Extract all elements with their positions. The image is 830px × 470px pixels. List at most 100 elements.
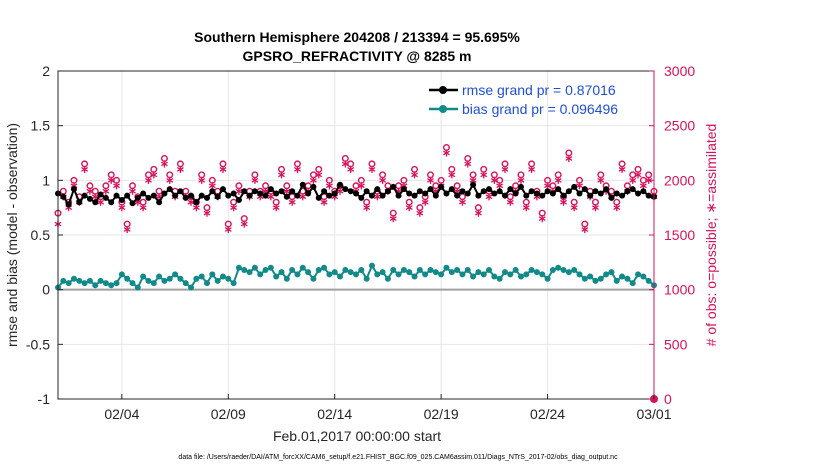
bias-series-point <box>299 264 306 271</box>
asterisk-stroke <box>192 205 200 211</box>
obs-assimilated-marker <box>565 154 573 163</box>
bias-series-point <box>486 266 493 273</box>
asterisk-stroke <box>283 188 291 194</box>
asterisk-stroke <box>554 177 562 183</box>
asterisk-stroke <box>134 199 142 205</box>
asterisk-stroke <box>155 194 163 200</box>
obs-assimilated-marker <box>448 171 456 179</box>
y-left-tick-label: 0.5 <box>31 227 51 243</box>
rmse-series-point <box>209 188 216 195</box>
asterisk-stroke <box>490 177 498 183</box>
bias-series-point <box>278 269 285 276</box>
asterisk-stroke <box>230 205 238 211</box>
rmse-series-point <box>241 188 248 195</box>
bias-series-point <box>182 280 189 287</box>
rmse-series-point <box>581 186 588 193</box>
asterisk-stroke <box>565 156 573 161</box>
obs-assimilated-marker <box>187 198 195 206</box>
rmse-series-point <box>172 192 179 199</box>
rmse-series-point <box>321 188 328 195</box>
obs-assimilated-marker <box>325 182 333 190</box>
obs-assimilated-marker <box>581 225 589 234</box>
bias-series-point <box>555 264 562 271</box>
bias-series-point <box>406 269 413 276</box>
legend-bias-label: bias grand pr = 0.096496 <box>462 101 618 117</box>
rmse-series-point <box>384 188 391 195</box>
rmse-series-point <box>416 188 423 195</box>
asterisk-stroke <box>81 167 89 172</box>
rmse-series-point <box>150 192 157 199</box>
obs-assimilated-marker <box>634 171 642 179</box>
rmse-series-point <box>454 192 461 199</box>
bias-series-point <box>512 266 519 273</box>
asterisk-stroke <box>581 227 589 232</box>
rmse-series-point <box>571 183 578 190</box>
asterisk-stroke <box>474 210 482 216</box>
y-right-tick-label: 500 <box>664 336 688 352</box>
bias-series-point <box>251 264 258 271</box>
obs-assimilated-marker <box>224 225 232 234</box>
obs-assimilated-marker <box>198 176 206 184</box>
obs-assimilated-marker <box>368 165 376 173</box>
asterisk-stroke <box>123 227 131 232</box>
rmse-series-point <box>464 190 471 197</box>
obs-assimilated-marker <box>645 176 653 184</box>
bias-series-point <box>368 262 375 269</box>
rmse-series-point <box>278 188 285 195</box>
bias-series-point <box>92 282 99 289</box>
obs-assimilated-marker <box>389 215 397 223</box>
obs-assimilated-marker <box>166 176 174 184</box>
rmse-series-point <box>459 188 466 195</box>
obs-assimilated-marker <box>416 209 424 217</box>
bias-series-point <box>246 269 253 276</box>
rmse-series-point <box>230 190 237 197</box>
bias-series-point <box>454 266 461 273</box>
obs-assimilated-marker <box>219 165 227 173</box>
bias-series-point <box>353 271 359 278</box>
bias-series-point <box>619 273 626 280</box>
obs-assimilated-marker <box>272 204 280 212</box>
bias-series-point <box>326 271 333 278</box>
bias-series-point <box>390 266 397 273</box>
bias-series-point <box>140 273 147 280</box>
asterisk-stroke <box>129 188 136 194</box>
asterisk-stroke <box>160 161 168 167</box>
bias-series-point <box>544 275 551 282</box>
obs-assimilated-marker <box>427 176 434 184</box>
obs-assimilated-marker <box>522 204 530 212</box>
bias-series-point <box>134 284 141 291</box>
rmse-series-point <box>395 192 402 199</box>
bias-series-point <box>432 269 439 276</box>
asterisk-stroke <box>389 216 397 221</box>
bias-series-point <box>310 275 317 282</box>
rmse-series-point <box>60 193 67 200</box>
rmse-series-point <box>225 192 232 199</box>
y-right-tick-label: 2000 <box>664 172 695 188</box>
bias-series-point <box>225 275 232 282</box>
asterisk-stroke <box>139 205 147 211</box>
obs-assimilated-marker <box>538 215 546 223</box>
obs-assimilated-marker <box>230 204 238 212</box>
rmse-series-point <box>432 192 439 199</box>
rmse-series-point <box>235 197 242 204</box>
asterisk-stroke <box>320 199 328 205</box>
obs-assimilated-marker <box>379 176 387 184</box>
asterisk-stroke <box>480 172 488 178</box>
bias-series-point <box>427 266 434 273</box>
obs-assimilated-marker <box>458 198 466 206</box>
footer-data-file: data file: /Users/raeder/DAI/ATM_forcXX/… <box>178 454 618 461</box>
bias-series-point <box>379 269 386 276</box>
rmse-series-point <box>597 190 604 197</box>
rmse-series-point <box>65 201 72 208</box>
asterisk-stroke <box>251 177 259 183</box>
bias-series-point <box>315 266 322 273</box>
obs-assimilated-marker <box>235 187 243 195</box>
rmse-series-point <box>608 194 615 201</box>
rmse-series-point <box>262 192 269 199</box>
asterisk-stroke <box>634 172 642 178</box>
rmse-series-point <box>76 199 83 206</box>
bias-series-point <box>533 269 540 276</box>
obs-assimilated-marker <box>506 198 514 206</box>
asterisk-stroke <box>262 188 269 194</box>
rmse-series-point <box>629 186 636 193</box>
